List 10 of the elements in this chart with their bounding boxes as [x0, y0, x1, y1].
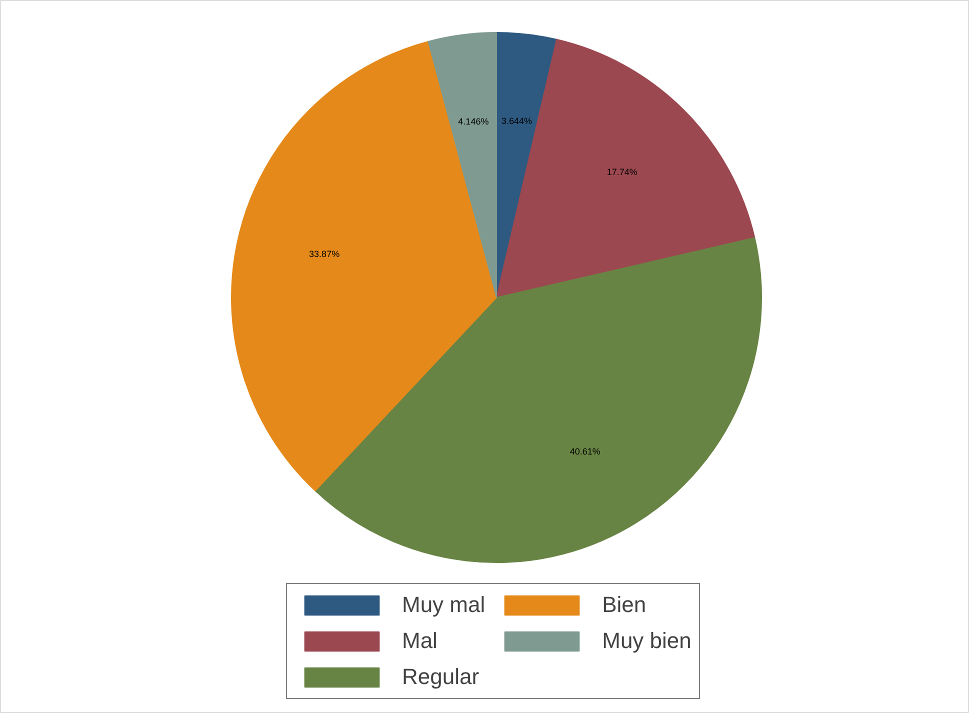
legend-label: Muy bien	[602, 628, 692, 654]
data-label: 40.61%	[570, 446, 600, 456]
legend-label: Muy mal	[402, 592, 486, 618]
legend-label: Regular	[402, 664, 480, 690]
data-label: 4.146%	[458, 116, 489, 126]
legend-label: Bien	[602, 592, 646, 618]
legend-label: Mal	[402, 628, 438, 654]
data-label: 17.74%	[606, 167, 638, 178]
data-label: 33.87%	[309, 249, 340, 260]
data-label: 3.644%	[502, 116, 532, 126]
